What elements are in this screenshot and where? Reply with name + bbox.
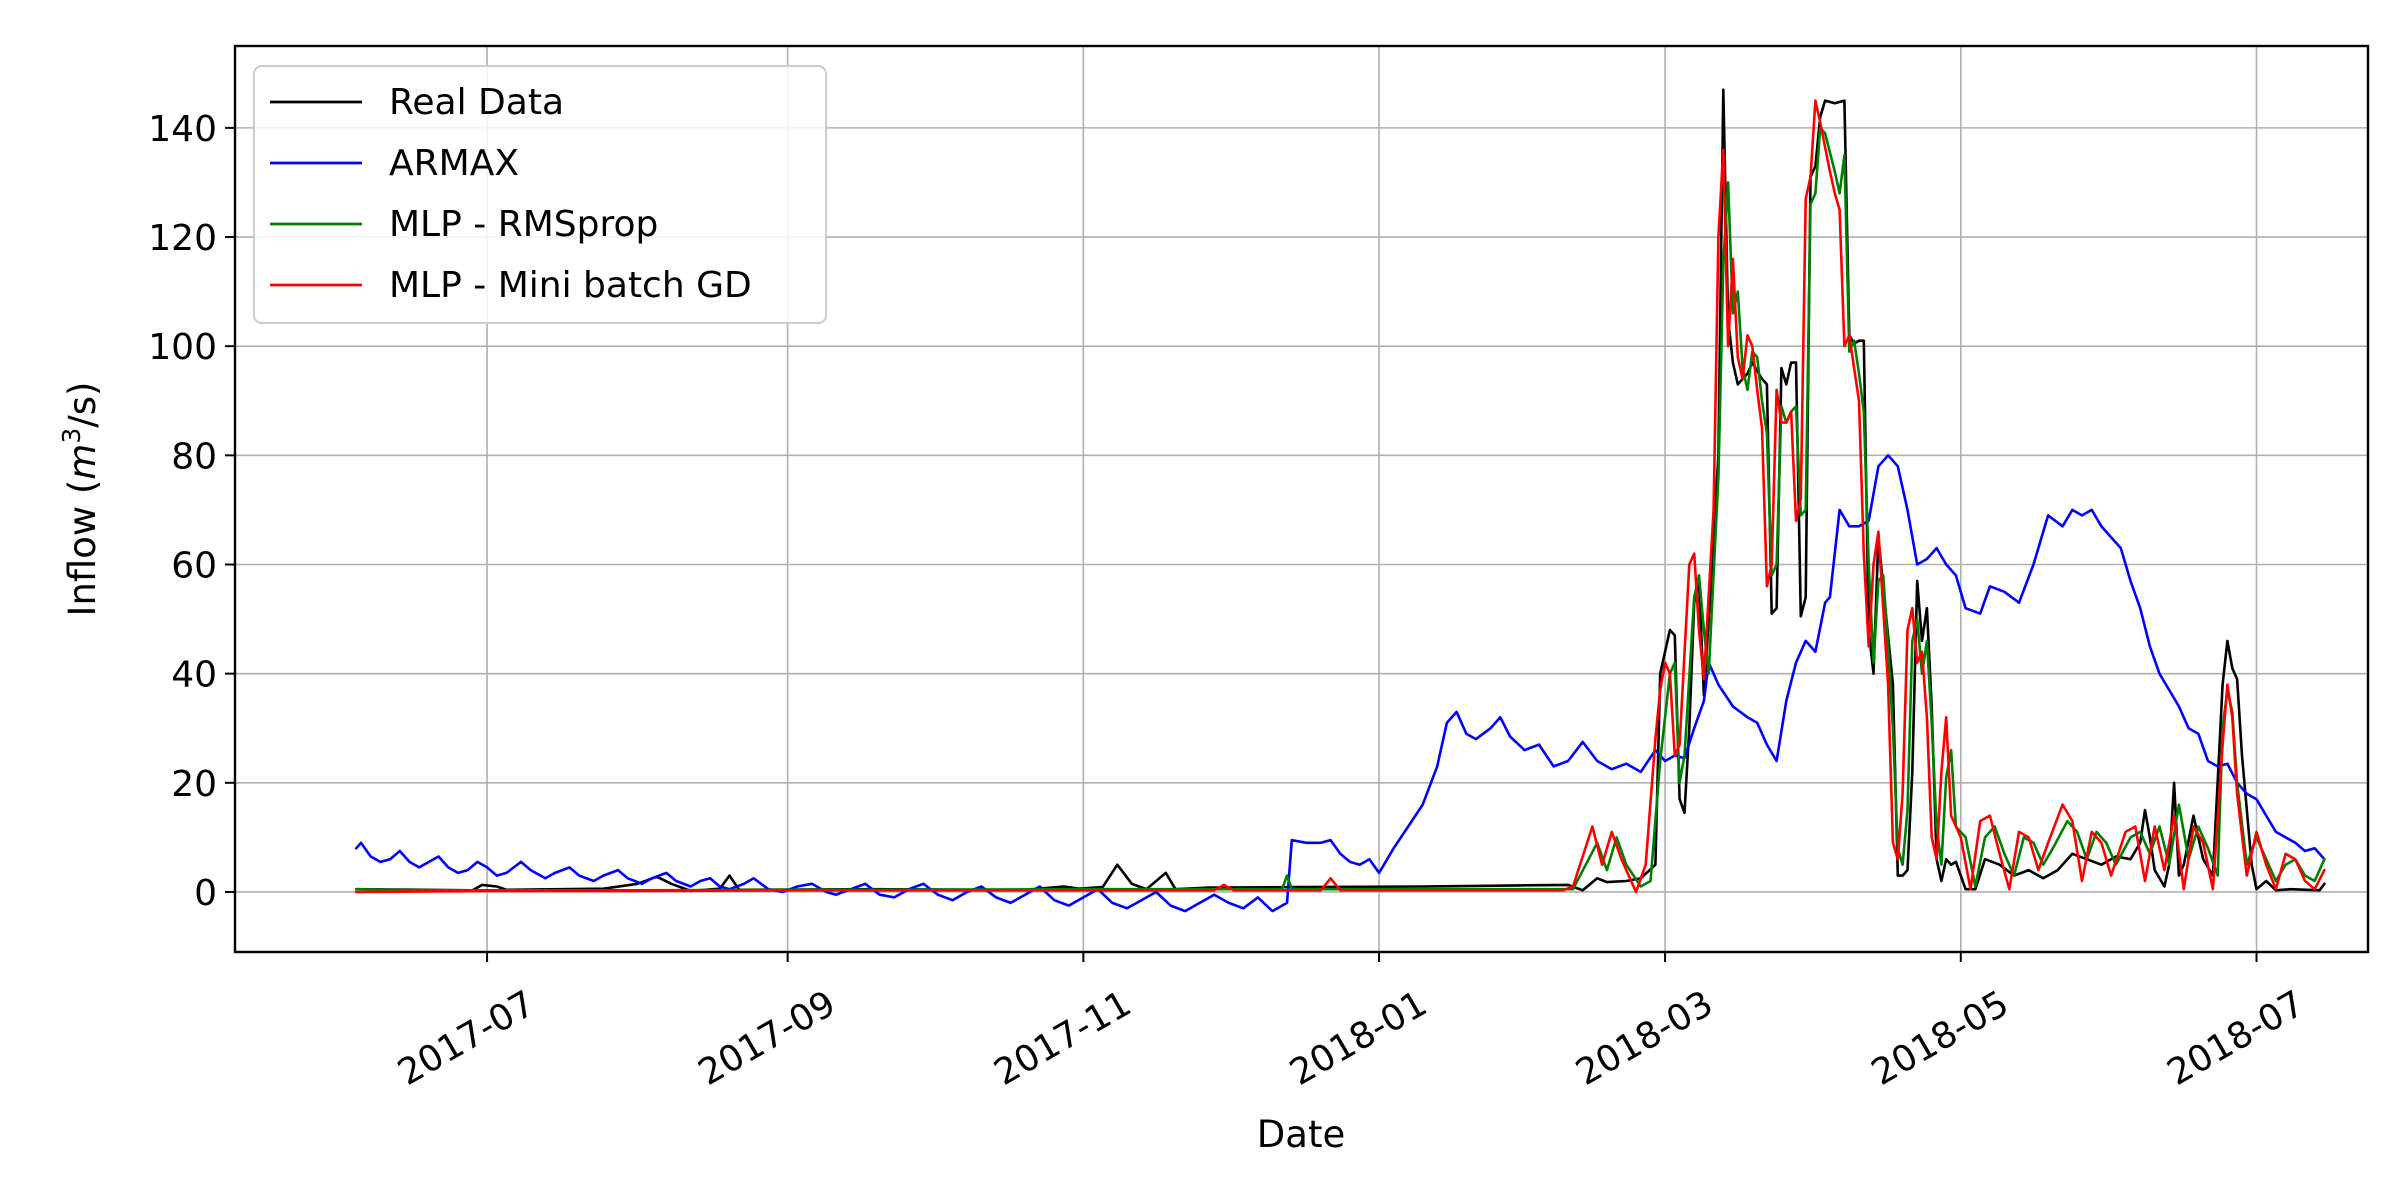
series-layer [354,88,2326,913]
y-axis-label-unit-m: m [61,444,104,480]
series-line-armax [354,453,2326,913]
y-tick-label: 100 [148,327,217,368]
y-tick-label: 0 [194,873,217,914]
y-axis-label: Inflow (m3/s) [57,382,104,617]
legend: Real Data ARMAX MLP - RMSprop MLP - Mini ba… [253,65,827,324]
x-axis-label: Date [1257,1113,1345,1156]
y-tick-label: 60 [171,545,217,586]
y-tick-label: 20 [171,764,217,805]
y-axis-label-unit-exponent: 3 [57,428,86,444]
legend-label-mlp-mini-batch-gd: MLP - Mini batch GD [389,265,752,306]
y-tick-label: 40 [171,655,217,696]
y-axis-label-suffix: /s) [61,382,104,428]
plot-frame [233,44,2370,954]
y-tick-label: 80 [171,436,217,477]
y-axis-label-prefix: Inflow ( [61,480,104,617]
y-tick-label: 120 [148,218,217,259]
legend-label-armax: ARMAX [389,143,519,184]
legend-label-mlp-rmsprop: MLP - RMSprop [389,204,658,245]
y-axis-ticks: 0 20 40 60 80 100 120 140 [148,109,235,914]
legend-box [253,65,827,324]
legend-label-real-data: Real Data [389,82,564,123]
y-tick-label: 140 [148,109,217,150]
series-line-mlp-rmsprop [354,126,2326,892]
series-line-mlp-mini-batch-gd [354,99,2326,894]
